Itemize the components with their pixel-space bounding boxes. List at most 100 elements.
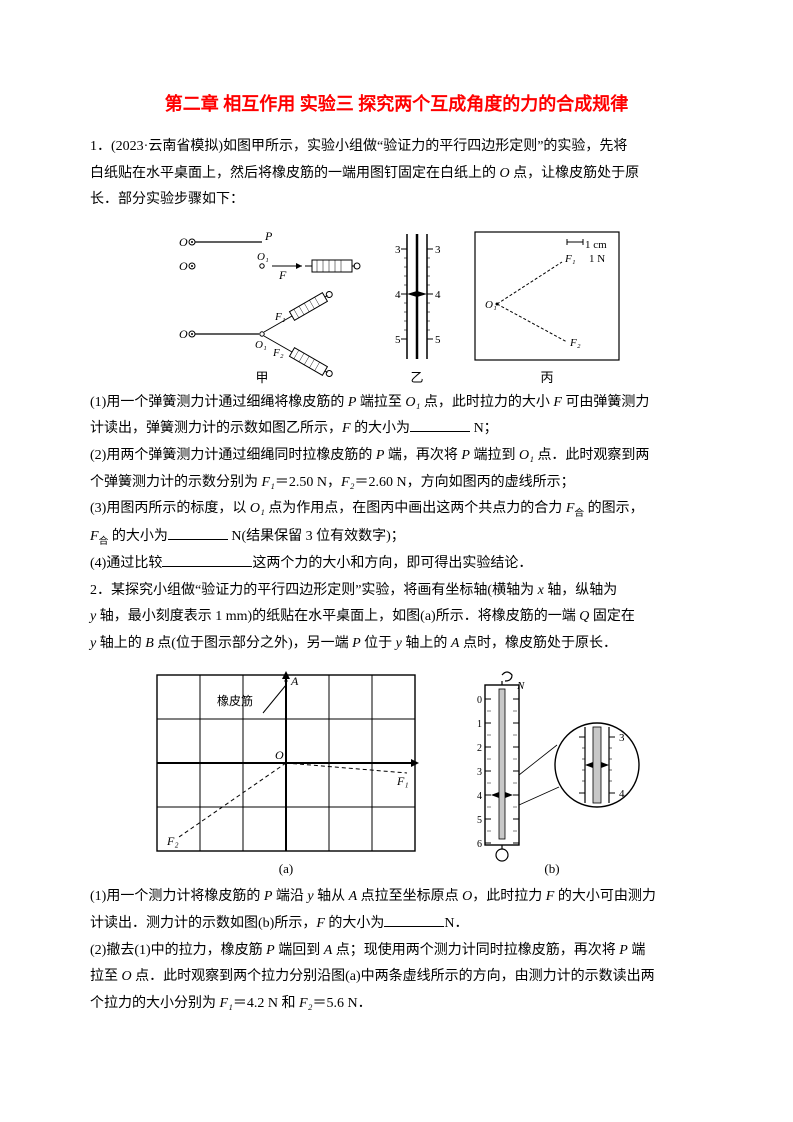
t: 这两个力的大小和方向，即可得出实验结论． <box>252 556 532 571</box>
var-P: P <box>461 448 470 463</box>
svg-text:3: 3 <box>435 244 441 256</box>
t: N； <box>470 421 498 436</box>
t: 可由弹簧测力 <box>562 395 650 410</box>
q1-part4: (4)通过比较这两个力的大小和方向，即可得出实验结论． <box>90 551 703 578</box>
svg-text:丙: 丙 <box>540 370 553 384</box>
q2-intro: 2．某探究小组做“验证力的平行四边形定则”实验，将画有坐标轴(横轴为 x 轴，纵… <box>90 578 703 658</box>
blank-input[interactable] <box>410 418 470 432</box>
t: ＝5.6 N． <box>312 996 371 1011</box>
svg-text:5: 5 <box>477 815 482 826</box>
var-O: O <box>500 166 510 181</box>
svg-text:O₁: O₁ <box>485 299 497 311</box>
svg-text:乙: 乙 <box>410 370 423 384</box>
var-F2: F₂ <box>299 996 312 1011</box>
blank-input[interactable] <box>384 913 444 927</box>
t: 端，再次将 <box>384 448 461 463</box>
svg-text:3: 3 <box>395 244 401 256</box>
figure-jia: O P O O₁ F O <box>167 224 367 384</box>
q1-intro-line1: 1．(2023·云南省模拟)如图甲所示，实验小组做“验证力的平行四边形定则”的实… <box>90 139 627 154</box>
var-O: O <box>122 969 132 984</box>
t: (2)用两个弹簧测力计通过细绳同时拉橡皮筋的 <box>90 448 376 463</box>
var-F: F <box>553 395 562 410</box>
svg-text:F₁: F₁ <box>564 253 576 265</box>
q1-figure-row: O P O O₁ F O <box>90 224 703 384</box>
t: 点拉至坐标原点 <box>357 889 462 904</box>
var-P: P <box>619 943 628 958</box>
svg-text:4: 4 <box>435 289 441 301</box>
t: 点为作用点，在图丙中画出这两个共点力的合力 <box>265 501 566 516</box>
t: 点(位于图示部分之外)，另一端 <box>154 636 352 651</box>
var-Q: Q <box>579 609 589 624</box>
q2-part2: (2)撤去(1)中的拉力，橡皮筋 P 端回到 A 点；现使用两个测力计同时拉橡皮… <box>90 938 703 1018</box>
var-P: P <box>352 636 361 651</box>
t: 的图示， <box>584 501 644 516</box>
t: 点时，橡皮筋处于原长． <box>459 636 617 651</box>
t: 轴上的 <box>96 636 145 651</box>
t: (1)用一个测力计将橡皮筋的 <box>90 889 264 904</box>
q1-part1: (1)用一个弹簧测力计通过细绳将橡皮筋的 P 端拉至 O₁ 点，此时拉力的大小 … <box>90 390 703 443</box>
q1-intro-line2b: 点，让橡皮筋处于原 <box>510 166 640 181</box>
figure-bing: 1 cm 1 N O₁ F₁ F₂ 丙 <box>467 224 627 384</box>
t: 个拉力的大小分别为 <box>90 996 220 1011</box>
svg-text:4: 4 <box>395 289 401 301</box>
svg-text:O: O <box>275 748 284 762</box>
t: 端回到 <box>275 943 324 958</box>
var-O1: O₁ <box>250 501 265 516</box>
var-F2: F₂ <box>341 475 354 490</box>
svg-text:6: 6 <box>477 839 482 850</box>
t: 固定在 <box>589 609 635 624</box>
var-O1: O₁ <box>519 448 534 463</box>
t: 计读出，弹簧测力计的示数如图乙所示， <box>90 421 342 436</box>
svg-text:F₂: F₂ <box>272 347 284 359</box>
svg-text:0: 0 <box>477 695 482 706</box>
t: 轴，纵轴为 <box>544 583 618 598</box>
svg-text:F₂: F₂ <box>166 834 179 848</box>
var-Fh: F <box>90 529 99 544</box>
t: 轴从 <box>314 889 349 904</box>
t: 点．此时观察到两 <box>534 448 650 463</box>
t: 点；现使用两个测力计同时拉橡皮筋，再次将 <box>332 943 619 958</box>
svg-text:2: 2 <box>477 743 482 754</box>
var-P: P <box>266 943 275 958</box>
t: ，此时拉力 <box>472 889 546 904</box>
svg-text:O₁: O₁ <box>255 339 267 351</box>
svg-text:1: 1 <box>477 719 482 730</box>
t: 端拉到 <box>470 448 519 463</box>
t: 的大小为 <box>325 916 385 931</box>
q2-figure-row: A O 橡皮筋 F₁ F₂ (a) N <box>90 665 703 880</box>
t: 点．此时观察到两个拉力分别沿图(a)中两条虚线所示的方向，由测力计的示数读出两 <box>132 969 655 984</box>
sub-he: 合 <box>574 508 584 519</box>
t: 的大小为 <box>108 529 168 544</box>
figure-a: A O 橡皮筋 F₁ F₂ (a) <box>147 665 427 880</box>
q1-intro-line2a: 白纸贴在水平桌面上，然后将橡皮筋的一端用图钉固定在白纸上的 <box>90 166 500 181</box>
svg-text:甲: 甲 <box>255 370 268 384</box>
svg-text:1 N: 1 N <box>589 253 605 265</box>
t: 轴上的 <box>402 636 451 651</box>
sub-he: 合 <box>99 535 109 546</box>
t: 位于 <box>361 636 396 651</box>
svg-text:3: 3 <box>477 767 482 778</box>
t: 2．某探究小组做“验证力的平行四边形定则”实验，将画有坐标轴(横轴为 <box>90 583 538 598</box>
blank-input[interactable] <box>168 526 228 540</box>
figure-yi: 33 44 55 乙 <box>387 224 447 384</box>
svg-text:P: P <box>264 229 273 243</box>
svg-text:1 cm: 1 cm <box>585 239 607 251</box>
t: 轴，最小刻度表示 1 mm)的纸贴在水平桌面上，如图(a)所示．将橡皮筋的一端 <box>96 609 579 624</box>
t: 端沿 <box>272 889 307 904</box>
var-O: O <box>462 889 472 904</box>
svg-text:5: 5 <box>435 334 441 346</box>
svg-text:N: N <box>516 680 525 692</box>
svg-text:O₁: O₁ <box>257 251 269 263</box>
t: (3)用图丙所示的标度，以 <box>90 501 250 516</box>
svg-text:3: 3 <box>619 732 625 744</box>
q1-intro: 1．(2023·云南省模拟)如图甲所示，实验小组做“验证力的平行四边形定则”的实… <box>90 134 703 214</box>
var-A: A <box>349 889 358 904</box>
svg-text:4: 4 <box>477 791 482 802</box>
svg-text:O: O <box>179 235 188 249</box>
t: 端 <box>628 943 646 958</box>
blank-input[interactable] <box>162 553 252 567</box>
var-O1: O₁ <box>405 395 420 410</box>
t: (1)用一个弹簧测力计通过细绳将橡皮筋的 <box>90 395 348 410</box>
var-F1: F₁ <box>262 475 275 490</box>
svg-text:F₂: F₂ <box>569 337 581 349</box>
